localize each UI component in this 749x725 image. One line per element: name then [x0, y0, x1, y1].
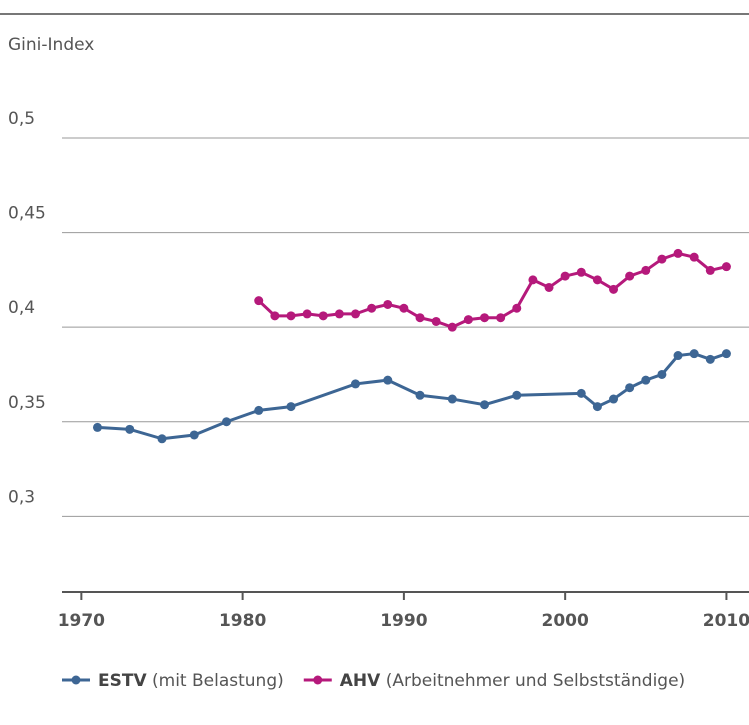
data-point — [286, 311, 296, 321]
x-tick-label: 1980 — [219, 611, 266, 631]
series-line — [257, 251, 727, 329]
x-tick-label: 2010 — [703, 611, 749, 631]
series-line — [97, 352, 727, 441]
data-point — [318, 311, 328, 321]
y-tick-label: 0,5 — [8, 109, 35, 129]
legend-description: (Arbeitnehmer und Selbstständige) — [386, 671, 685, 691]
data-point — [189, 430, 199, 440]
data-point — [576, 267, 586, 277]
data-point — [625, 271, 635, 281]
data-point — [673, 248, 683, 258]
data-point — [254, 296, 264, 306]
data-point — [592, 402, 602, 412]
data-point — [512, 390, 522, 400]
data-point — [383, 375, 393, 385]
data-point — [657, 369, 667, 379]
data-point — [609, 284, 619, 294]
y-tick-label: 0,45 — [8, 204, 46, 224]
data-point — [625, 383, 635, 393]
data-point — [592, 275, 602, 285]
data-point — [721, 349, 731, 359]
data-point — [367, 303, 377, 313]
data-point — [544, 282, 554, 292]
data-point — [415, 390, 425, 400]
data-point — [689, 349, 699, 359]
data-point — [254, 405, 264, 415]
legend-name: AHV — [340, 671, 381, 691]
data-point — [221, 417, 231, 427]
data-point — [512, 303, 522, 313]
legend-swatch-dot — [71, 675, 81, 685]
y-tick-label: 0,3 — [8, 487, 35, 507]
data-point — [641, 375, 651, 385]
data-point — [641, 265, 651, 275]
data-point — [270, 311, 280, 321]
data-point — [399, 303, 409, 313]
data-point — [576, 388, 586, 398]
data-point — [415, 313, 425, 323]
data-point — [463, 315, 473, 325]
legend-name: ESTV — [98, 671, 147, 691]
data-point — [705, 265, 715, 275]
data-point — [673, 351, 683, 361]
x-tick-label: 2000 — [541, 611, 588, 631]
y-tick-label: 0,35 — [8, 393, 46, 413]
data-point — [721, 262, 731, 272]
data-point — [351, 379, 361, 389]
data-point — [302, 309, 312, 319]
data-point — [125, 424, 135, 434]
data-point — [447, 394, 457, 404]
x-tick-label: 1970 — [58, 611, 105, 631]
data-point — [609, 394, 619, 404]
data-point — [383, 299, 393, 309]
data-point — [480, 400, 490, 410]
data-point — [705, 354, 715, 364]
y-tick-label: 0,4 — [8, 298, 35, 318]
data-point — [528, 275, 538, 285]
data-point — [334, 309, 344, 319]
legend-entry: ESTV (mit Belastung) — [98, 671, 284, 691]
legend-swatch-dot — [313, 675, 323, 685]
data-point — [351, 309, 361, 319]
data-point — [286, 402, 296, 412]
data-point — [157, 434, 167, 444]
data-point — [689, 252, 699, 262]
data-point — [496, 313, 506, 323]
legend-entry: AHV (Arbeitnehmer und Selbstständige) — [340, 671, 685, 691]
data-point — [657, 254, 667, 264]
data-point — [560, 271, 570, 281]
legend-description: (mit Belastung) — [152, 671, 284, 691]
x-tick-label: 1990 — [380, 611, 427, 631]
y-axis-label: Gini-Index — [8, 35, 94, 55]
data-point — [92, 422, 102, 432]
data-point — [480, 313, 490, 323]
data-point — [447, 322, 457, 332]
data-point — [431, 316, 441, 326]
